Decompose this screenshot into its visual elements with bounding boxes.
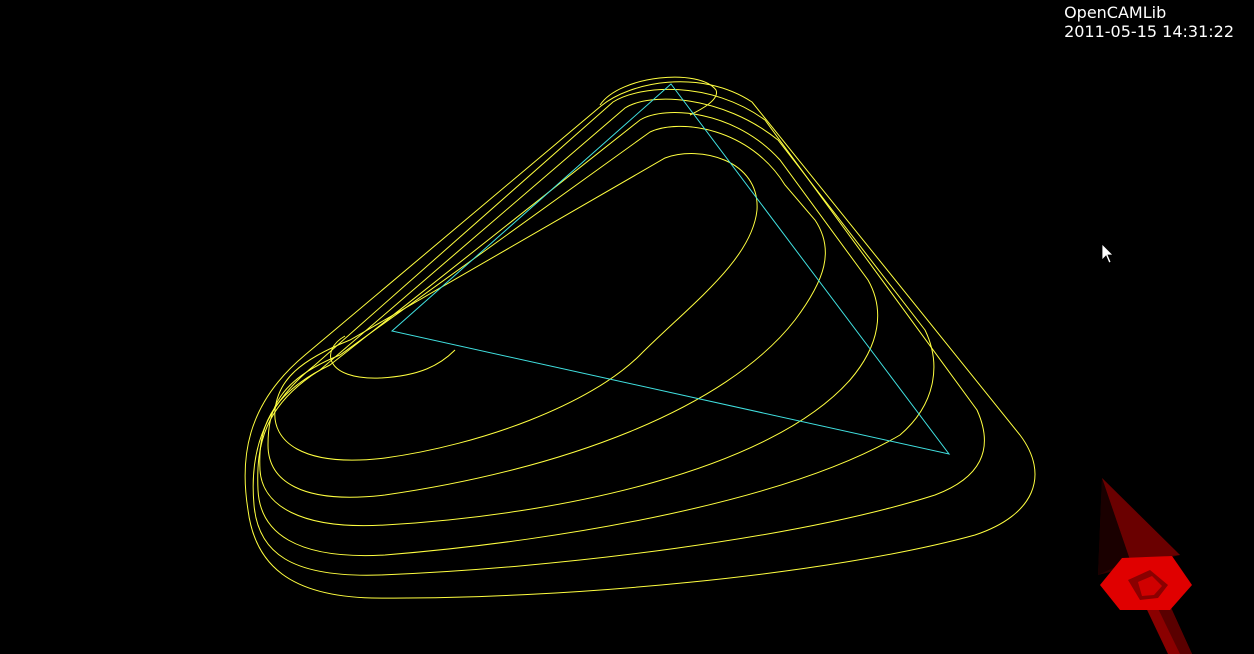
- offset-contour-left-cap: [330, 335, 456, 379]
- mouse-cursor-icon: [1101, 243, 1114, 264]
- offset-contour-4: [259, 112, 879, 527]
- timestamp: 2011-05-15 14:31:22: [1064, 22, 1234, 41]
- triangle-group: [390, 83, 951, 455]
- offset-contour-6: [274, 153, 758, 461]
- cutter-tool-icon: [1098, 478, 1192, 654]
- info-overlay: OpenCAMLib 2011-05-15 14:31:22: [1064, 3, 1234, 41]
- offset-contour-3: [257, 98, 935, 557]
- offset-contour-1: [244, 81, 1036, 599]
- offset-contour-top-cap: [599, 76, 717, 116]
- offset-contour-2: [252, 88, 985, 576]
- offset-contour-5: [267, 125, 826, 498]
- app-title: OpenCAMLib: [1064, 3, 1167, 22]
- offset-contours-group: [244, 76, 1036, 599]
- triangle-edge: [390, 83, 951, 455]
